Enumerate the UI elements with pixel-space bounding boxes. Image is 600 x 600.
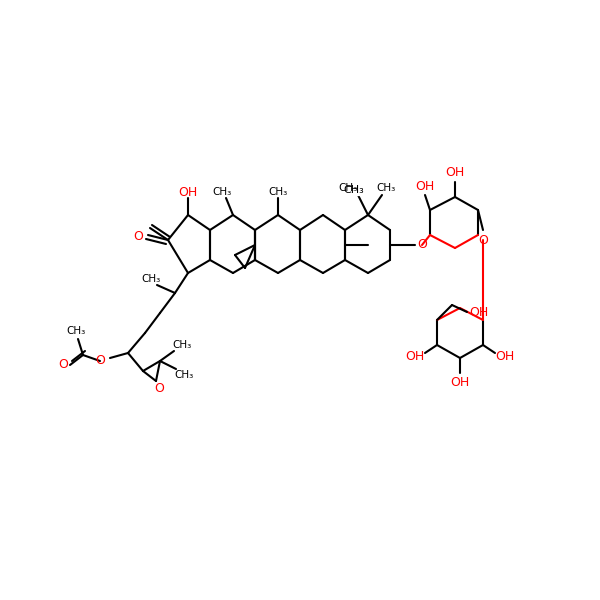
Text: CH₃: CH₃ [212,187,232,197]
Text: O: O [95,355,105,367]
Text: O: O [478,233,488,247]
Text: CH₃: CH₃ [172,340,191,350]
Text: OH: OH [415,179,434,193]
Text: CH₃: CH₃ [268,187,287,197]
Text: CH₃: CH₃ [344,185,364,195]
Text: CH₃: CH₃ [338,183,358,193]
Text: O: O [154,382,164,395]
Text: OH: OH [496,350,515,364]
Text: O: O [417,238,427,251]
Text: OH: OH [178,185,197,199]
Text: CH₃: CH₃ [142,274,161,284]
Text: CH₃: CH₃ [67,326,86,336]
Text: OH: OH [451,376,470,389]
Text: OH: OH [406,350,425,364]
Text: O: O [58,358,68,371]
Text: OH: OH [469,305,488,319]
Text: OH: OH [445,166,464,179]
Text: O: O [133,230,143,244]
Text: CH₃: CH₃ [376,183,395,193]
Text: CH₃: CH₃ [175,370,194,380]
